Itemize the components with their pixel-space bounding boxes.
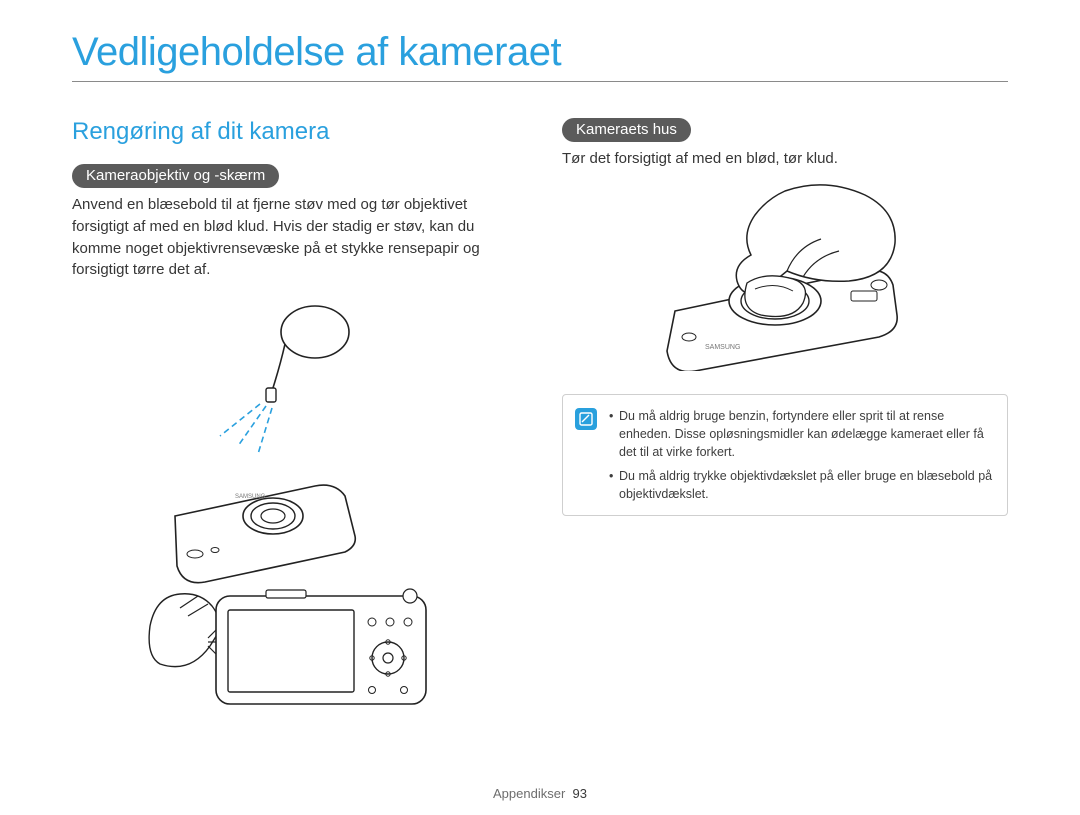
illustration-camera-body: SAMSUNG bbox=[562, 176, 1008, 376]
note-icon bbox=[575, 408, 597, 430]
footer-page-number: 93 bbox=[573, 786, 587, 801]
right-column: Kameraets hus Tør det forsigtigt af med … bbox=[562, 118, 1008, 721]
title-divider bbox=[72, 81, 1008, 82]
pill-lens-screen: Kameraobjektiv og -skærm bbox=[72, 164, 279, 188]
page-footer: Appendikser 93 bbox=[0, 786, 1080, 801]
pill-camera-body: Kameraets hus bbox=[562, 118, 691, 142]
left-column: Rengøring af dit kamera Kameraobjektiv o… bbox=[72, 118, 518, 721]
text-lens-screen: Anvend en blæsebold til at fjerne støv m… bbox=[72, 194, 518, 281]
note-item: Du må aldrig bruge benzin, fortyndere el… bbox=[609, 407, 993, 461]
camera-body-wipe-illustration: SAMSUNG bbox=[635, 181, 935, 371]
section-heading-cleaning: Rengøring af dit kamera bbox=[72, 118, 518, 146]
manual-page: Vedligeholdelse af kameraet Rengøring af… bbox=[0, 0, 1080, 815]
camera-cleaning-illustration: SAMSUNG bbox=[130, 296, 460, 716]
svg-text:SAMSUNG: SAMSUNG bbox=[235, 494, 266, 500]
footer-section-label: Appendikser bbox=[493, 786, 565, 801]
illustration-lens-screen: SAMSUNG bbox=[72, 291, 518, 721]
note-list: Du må aldrig bruge benzin, fortyndere el… bbox=[609, 407, 993, 504]
svg-text:SAMSUNG: SAMSUNG bbox=[705, 344, 740, 351]
note-item: Du må aldrig trykke objektivdækslet på e… bbox=[609, 467, 993, 503]
text-camera-body: Tør det forsigtigt af med en blød, tør k… bbox=[562, 148, 1008, 170]
note-box: Du må aldrig bruge benzin, fortyndere el… bbox=[562, 394, 1008, 517]
page-title: Vedligeholdelse af kameraet bbox=[72, 30, 1008, 75]
content-columns: Rengøring af dit kamera Kameraobjektiv o… bbox=[72, 118, 1008, 721]
